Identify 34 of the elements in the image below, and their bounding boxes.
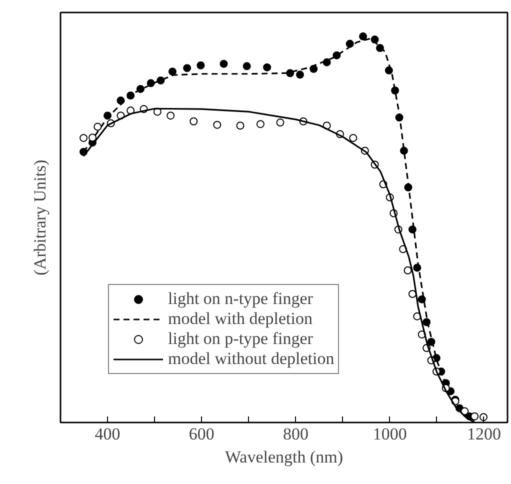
point — [168, 68, 176, 76]
point — [263, 63, 272, 72]
point — [480, 413, 488, 422]
point — [80, 134, 88, 142]
point — [404, 266, 412, 274]
point — [94, 122, 102, 131]
point — [88, 134, 96, 142]
point — [256, 120, 264, 128]
x-tick-label: 1000 — [372, 424, 407, 444]
point — [190, 117, 198, 126]
point — [183, 64, 192, 72]
x-tick-label: 800 — [283, 424, 309, 444]
x-axis-title: Wavelength (nm) — [224, 448, 344, 466]
point — [166, 112, 175, 120]
point — [296, 70, 304, 79]
x-tick-label: 1200 — [466, 424, 501, 444]
point — [242, 62, 251, 70]
point — [276, 118, 284, 127]
point — [418, 295, 426, 304]
point — [349, 134, 358, 142]
legend-label: light on p-type finger — [168, 329, 313, 349]
x-tick-label: 600 — [188, 424, 214, 444]
x-tick-label: 400 — [94, 424, 120, 444]
point — [220, 60, 228, 68]
point — [470, 412, 479, 420]
legend-label: light on n-type finger — [168, 289, 313, 309]
point — [236, 122, 244, 130]
point — [213, 120, 222, 129]
legend-label: model without depletion — [168, 349, 334, 369]
legend-label: model with depletion — [168, 309, 312, 329]
point — [408, 290, 416, 298]
point — [359, 32, 368, 40]
point — [196, 61, 205, 70]
y-axis-title: (Arbitrary Units) — [30, 160, 50, 276]
